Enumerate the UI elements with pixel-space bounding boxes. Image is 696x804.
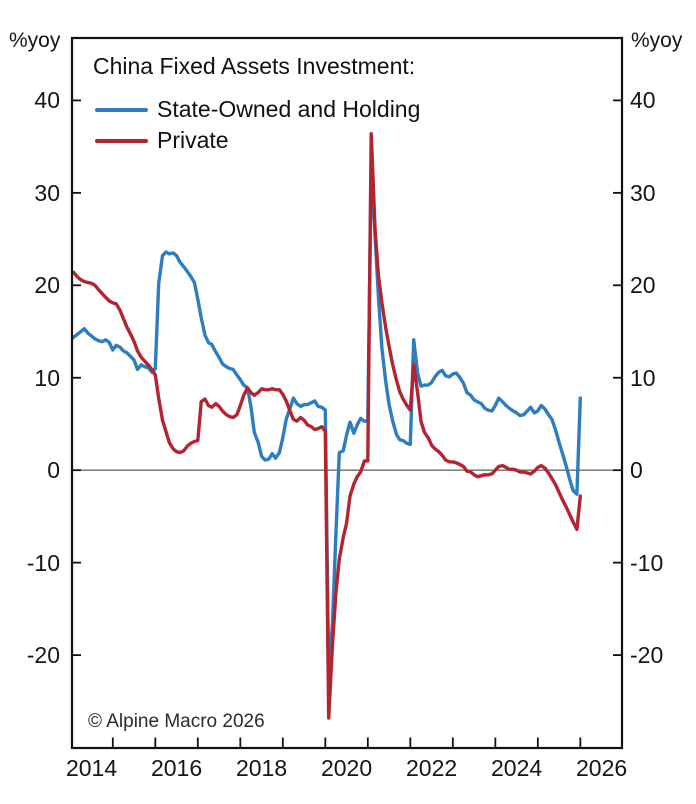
legend-item-state-owned: State-Owned and Holding bbox=[95, 94, 420, 125]
y-tick-label-right-20: 20 bbox=[630, 272, 656, 299]
y-tick-label-right-30: 30 bbox=[630, 179, 656, 206]
x-tick-label-2014: 2014 bbox=[65, 755, 118, 781]
y-tick-label-right-0: 0 bbox=[630, 457, 643, 484]
y-axis-unit-left: %yoy bbox=[9, 29, 61, 52]
x-tick-label-2020: 2020 bbox=[320, 755, 373, 781]
x-tick-label-2026: 2026 bbox=[576, 755, 628, 781]
y-tick-label-right--20: -20 bbox=[630, 642, 664, 669]
y-tick-label-right-40: 40 bbox=[630, 87, 656, 114]
x-tick-label-2016: 2016 bbox=[150, 755, 203, 781]
y-tick-label-right--10: -10 bbox=[630, 549, 664, 576]
x-tick-label-2022: 2022 bbox=[405, 755, 458, 781]
y-axis-unit-right: %yoy bbox=[631, 29, 683, 52]
legend: State-Owned and Holding Private bbox=[95, 94, 420, 156]
x-tick-label-2018: 2018 bbox=[235, 755, 288, 781]
y-tick-label-left--20: -20 bbox=[26, 642, 60, 669]
legend-label-private: Private bbox=[157, 127, 229, 153]
legend-item-private: Private bbox=[95, 125, 420, 156]
y-tick-label-left--10: -10 bbox=[26, 549, 60, 576]
y-tick-label-left-0: 0 bbox=[47, 457, 60, 484]
y-tick-label-left-10: 10 bbox=[34, 364, 60, 391]
legend-swatch-state-owned bbox=[95, 107, 148, 112]
y-tick-label-left-30: 30 bbox=[34, 179, 60, 206]
copyright-note: © Alpine Macro 2026 bbox=[88, 711, 265, 732]
legend-swatch-private bbox=[95, 138, 148, 143]
y-tick-label-left-40: 40 bbox=[34, 87, 60, 114]
plot-border bbox=[70, 36, 624, 750]
series-line-state-owned bbox=[72, 164, 582, 679]
y-tick-label-left-20: 20 bbox=[34, 272, 60, 299]
chart-title: China Fixed Assets Investment: bbox=[93, 53, 416, 79]
y-tick-label-right-10: 10 bbox=[630, 364, 656, 391]
legend-label-state-owned: State-Owned and Holding bbox=[157, 96, 421, 122]
series-line-private bbox=[72, 131, 582, 720]
x-tick-label-2024: 2024 bbox=[490, 755, 543, 781]
